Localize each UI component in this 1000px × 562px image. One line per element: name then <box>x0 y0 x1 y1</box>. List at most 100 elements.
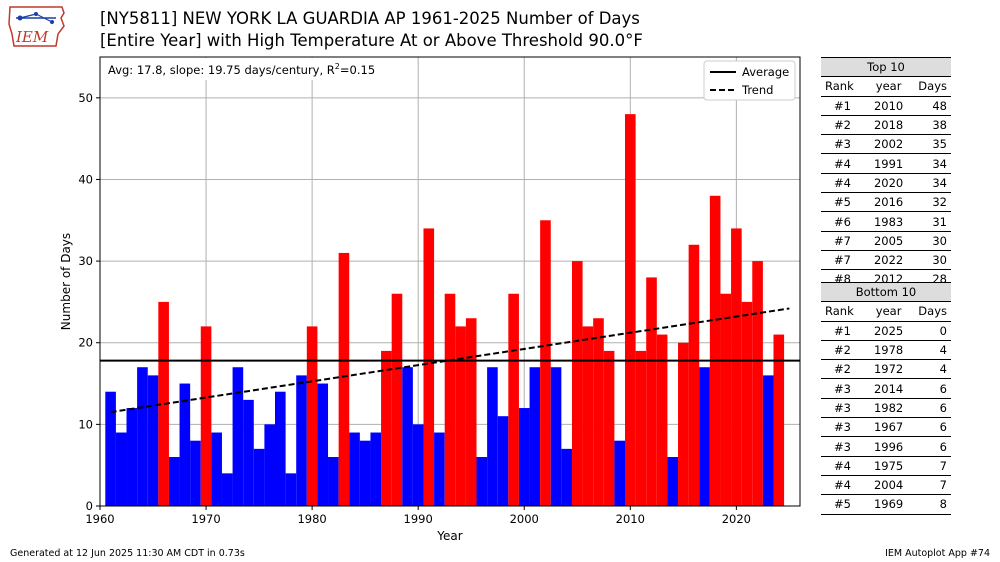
column-days: Days <box>913 76 951 97</box>
rank-cell: #2 <box>821 340 864 361</box>
bar-2019 <box>720 293 732 506</box>
table-row: #1 2010 48 <box>821 96 951 116</box>
year-cell: 1975 <box>863 456 914 476</box>
table-row: #3 1967 6 <box>821 417 951 438</box>
bar-2001 <box>529 367 541 506</box>
days-cell: 0 <box>913 321 951 341</box>
days-cell: 8 <box>913 494 951 515</box>
annotation-text: Avg: 17.8, slope: 19.75 days/century, R2… <box>108 62 375 77</box>
logo-text: IEM <box>15 28 49 46</box>
bar-2012 <box>646 277 657 506</box>
bar-1990 <box>412 424 424 506</box>
rank-cell: #3 <box>821 398 864 419</box>
y-tick-label: 50 <box>78 91 93 105</box>
legend-box <box>703 60 796 101</box>
annotation-box <box>103 58 381 80</box>
days-cell: 6 <box>913 417 951 438</box>
legend-average-label: Average <box>742 65 789 79</box>
bar-1989 <box>402 367 413 506</box>
bar-1995 <box>465 318 477 506</box>
rank-cell: #5 <box>821 494 864 515</box>
days-cell: 34 <box>913 173 951 194</box>
rank-cell: #4 <box>821 173 864 194</box>
y-tick-label: 30 <box>78 254 93 268</box>
days-cell: 6 <box>913 436 951 457</box>
rank-cell: #3 <box>821 436 864 457</box>
rank-cell: #6 <box>821 211 864 232</box>
bar-1994 <box>455 326 466 506</box>
bar-1977 <box>275 391 286 506</box>
x-tick-label: 1970 <box>191 512 220 526</box>
rank-cell: #1 <box>821 96 864 116</box>
bar-1991 <box>423 228 435 506</box>
table-row: #6 1983 31 <box>821 211 951 232</box>
bar-1987 <box>381 350 392 506</box>
rank-cell: #4 <box>821 475 864 496</box>
days-cell: 4 <box>913 340 951 361</box>
bar-2007 <box>593 318 604 506</box>
rank-cell: #7 <box>821 250 864 271</box>
bar-1988 <box>391 293 403 506</box>
bar-1981 <box>317 383 329 506</box>
table-row: #4 2004 7 <box>821 475 951 496</box>
column-rank: Rank <box>821 301 864 322</box>
table-row: #1 2025 0 <box>821 321 951 341</box>
rank-cell: #4 <box>821 153 864 174</box>
bottom-10-header: Bottom 10 <box>821 281 951 303</box>
bar-2013 <box>656 334 668 506</box>
bar-1972 <box>221 473 233 506</box>
year-cell: 1991 <box>863 153 914 174</box>
bar-1998 <box>497 416 509 506</box>
bar-1986 <box>370 432 382 506</box>
bar-1992 <box>434 432 445 506</box>
year-cell: 1969 <box>863 494 914 515</box>
bar-1993 <box>444 293 456 506</box>
plot-frame <box>99 56 801 507</box>
table-row: #2 1978 4 <box>821 340 951 361</box>
bar-1968 <box>179 383 191 506</box>
reference-lines <box>100 307 800 414</box>
x-tick-label: 2020 <box>722 512 751 526</box>
days-cell: 30 <box>913 231 951 251</box>
generated-timestamp: Generated at 12 Jun 2025 11:30 AM CDT in… <box>10 548 245 559</box>
top-10-header: Top 10 <box>821 56 951 78</box>
bar-1979 <box>296 375 307 506</box>
year-cell: 1983 <box>863 211 914 232</box>
year-cell: 2005 <box>863 231 914 251</box>
bar-1963 <box>126 408 138 506</box>
bar-1967 <box>168 457 180 506</box>
bar-2021 <box>741 301 753 506</box>
bar-2018 <box>709 195 721 507</box>
bar-1980 <box>306 326 318 506</box>
year-cell: 2020 <box>863 173 914 194</box>
y-tick-label: 10 <box>78 417 93 431</box>
x-tick-label: 1990 <box>404 512 433 526</box>
rank-cell: #5 <box>821 192 864 213</box>
table-row: #3 2002 35 <box>821 134 951 155</box>
bar-1975 <box>253 448 265 506</box>
days-cell: 4 <box>913 359 951 380</box>
table-row: #3 1982 6 <box>821 398 951 419</box>
bar-1997 <box>487 367 498 506</box>
year-cell: 2025 <box>863 321 914 341</box>
bar-2022 <box>752 261 763 506</box>
days-cell: 35 <box>913 134 951 155</box>
bar-1970 <box>200 326 212 506</box>
year-cell: 1978 <box>863 340 914 361</box>
bottom-10-table: Bottom 10 Rank year Days #1 2025 0 #2 1978 4 #… <box>821 281 951 515</box>
bar-2023 <box>762 375 774 506</box>
bars <box>105 114 785 507</box>
bar-2003 <box>550 367 562 506</box>
bar-1965 <box>147 375 159 506</box>
year-cell: 1972 <box>863 359 914 380</box>
table-row: #7 2022 30 <box>821 250 951 271</box>
bar-2005 <box>571 261 583 506</box>
rank-cell: #1 <box>821 321 864 341</box>
x-tick-label: 1980 <box>297 512 326 526</box>
days-cell: 31 <box>913 211 951 232</box>
bar-1974 <box>243 399 254 506</box>
rank-cell: #2 <box>821 359 864 380</box>
bar-2000 <box>518 408 530 506</box>
year-cell: 2016 <box>863 192 914 213</box>
rank-cell: #3 <box>821 378 864 399</box>
